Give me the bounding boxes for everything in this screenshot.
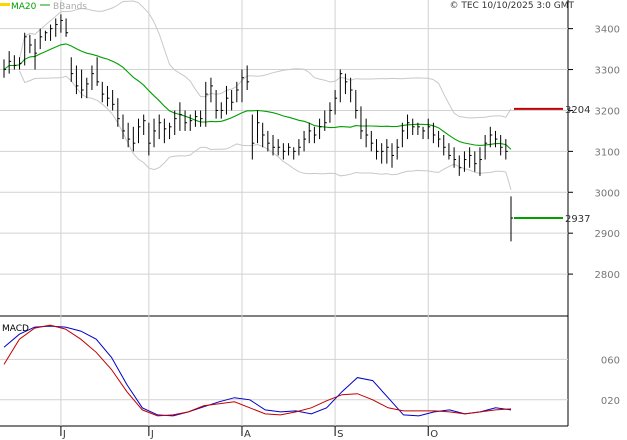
price-tick-label: 3100 [595, 147, 620, 158]
macd-tick-label: 060 [601, 355, 620, 366]
bbands-upper-line [19, 0, 512, 119]
macd-line [3, 325, 512, 417]
legend-ma-label: MA20 [11, 2, 37, 12]
support-level-label: 2937 [565, 214, 590, 225]
macd-signal-line [3, 324, 512, 417]
price-tick-label: 2800 [595, 270, 620, 281]
legend-bbands-label: BBands [53, 2, 87, 12]
price-tick-label: 3200 [595, 106, 620, 117]
month-tick-label: O [430, 429, 438, 440]
price-bars [3, 14, 513, 242]
macd-y-ticks: 020 060 [601, 355, 620, 406]
macd-tick-label: 020 [601, 396, 620, 407]
price-tick-label: 3000 [595, 188, 620, 199]
month-tick-label: J [150, 429, 154, 440]
price-tick-label: 2900 [595, 229, 620, 240]
price-tick-label: 3300 [595, 66, 620, 77]
gridlines [0, 0, 568, 426]
macd-label: MACD [2, 324, 29, 334]
legend-ma-swatch [0, 3, 10, 6]
price-tick-label: 3400 [595, 25, 620, 36]
ma20-line [3, 43, 512, 150]
month-tick-label: S [337, 429, 343, 440]
copyright-label: © TEC 10/10/2025 3:0 GMT [449, 1, 574, 11]
price-y-ticks: 2800 2900 3000 3100 3200 3300 3400 [568, 25, 620, 281]
month-tick-label: A [244, 429, 251, 440]
resistance-level-label: 3204 [565, 105, 590, 116]
bbands-lower-line [19, 70, 512, 190]
month-tick-label: J [62, 429, 66, 440]
price-levels: 3204 2937 [514, 105, 590, 225]
